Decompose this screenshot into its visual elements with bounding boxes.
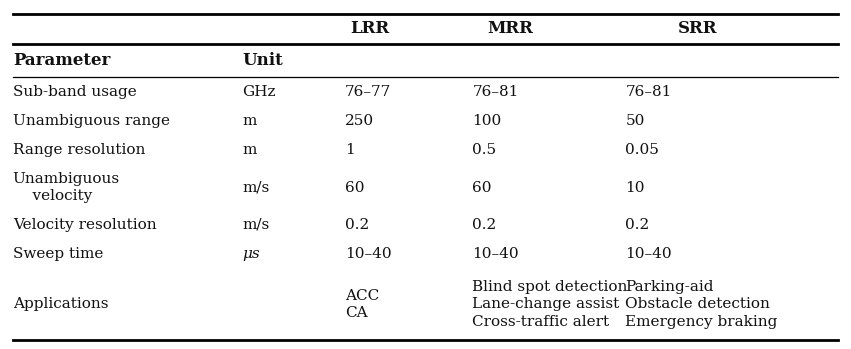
Text: 0.5: 0.5 [472,143,496,157]
Text: Sweep time: Sweep time [13,247,103,261]
Text: 100: 100 [472,114,501,128]
Text: 60: 60 [345,180,364,195]
Text: Unit: Unit [243,52,283,69]
Text: Parking-aid
Obstacle detection
Emergency braking: Parking-aid Obstacle detection Emergency… [625,280,778,329]
Text: 76–77: 76–77 [345,85,391,99]
Text: ACC
CA: ACC CA [345,289,379,320]
Text: GHz: GHz [243,85,276,99]
Text: 76–81: 76–81 [625,85,671,99]
Text: Velocity resolution: Velocity resolution [13,218,157,232]
Text: 1: 1 [345,143,354,157]
Text: Parameter: Parameter [13,52,110,69]
Text: m: m [243,143,257,157]
Text: 0.2: 0.2 [345,218,368,232]
Text: 50: 50 [625,114,645,128]
Text: μs: μs [243,247,260,261]
Text: 60: 60 [472,180,492,195]
Text: 250: 250 [345,114,374,128]
Text: MRR: MRR [488,21,534,37]
Text: m/s: m/s [243,180,270,195]
Text: LRR: LRR [351,21,390,37]
Text: Unambiguous
    velocity: Unambiguous velocity [13,172,120,203]
Text: Applications: Applications [13,297,108,311]
Text: 10–40: 10–40 [345,247,391,261]
Text: 76–81: 76–81 [472,85,518,99]
Text: Unambiguous range: Unambiguous range [13,114,169,128]
Text: Range resolution: Range resolution [13,143,146,157]
Text: 0.05: 0.05 [625,143,660,157]
Text: 0.2: 0.2 [625,218,649,232]
Text: 10–40: 10–40 [625,247,672,261]
Text: Sub-band usage: Sub-band usage [13,85,136,99]
Text: 0.2: 0.2 [472,218,496,232]
Text: SRR: SRR [678,21,717,37]
Text: m: m [243,114,257,128]
Text: Blind spot detection
Lane-change assist
Cross-traffic alert: Blind spot detection Lane-change assist … [472,280,628,329]
Text: 10–40: 10–40 [472,247,519,261]
Text: 10: 10 [625,180,645,195]
Text: m/s: m/s [243,218,270,232]
